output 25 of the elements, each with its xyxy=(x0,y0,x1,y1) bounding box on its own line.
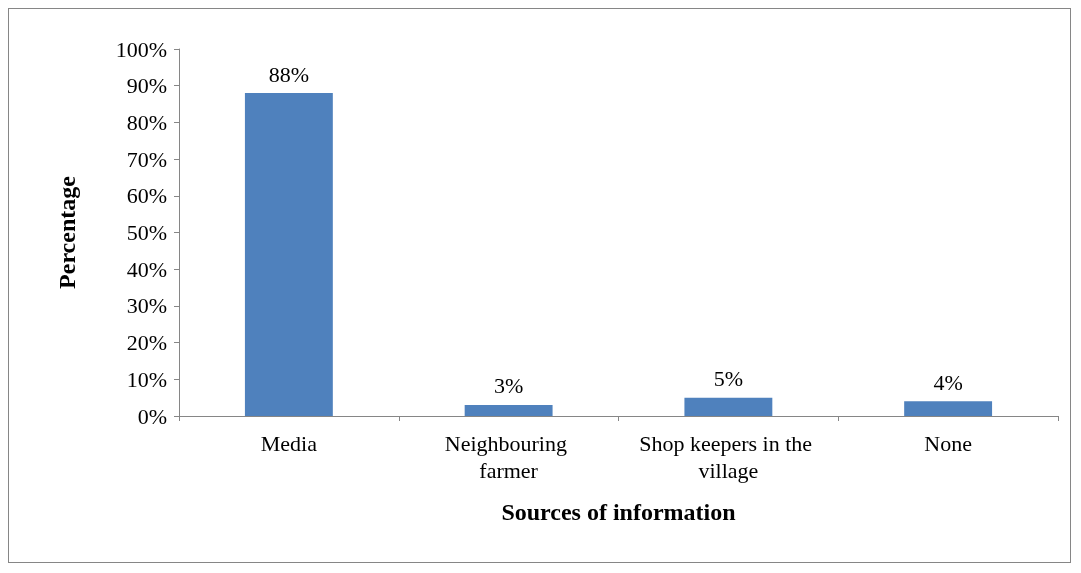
y-tick-label: 0% xyxy=(137,403,167,429)
y-tick-label: 20% xyxy=(126,330,167,356)
y-tick-label: 100% xyxy=(115,36,167,62)
y-axis-title: Percentage xyxy=(54,175,80,289)
y-tick-label: 50% xyxy=(126,220,167,245)
y-tick-label: 70% xyxy=(126,146,167,172)
data-label: 3% xyxy=(493,373,524,399)
bar xyxy=(684,397,773,416)
y-tick-label: 40% xyxy=(126,256,167,282)
bar xyxy=(904,401,993,416)
data-label: 4% xyxy=(933,369,963,395)
data-label: 5% xyxy=(713,366,744,392)
y-tick-label: 10% xyxy=(126,366,167,392)
x-axis-title: Sources of information xyxy=(501,499,736,525)
x-tick-label: None xyxy=(924,431,972,456)
x-tick-label: Neighbouring farmer xyxy=(444,431,573,483)
x-tick-label: Media xyxy=(260,431,318,456)
y-tick-label: 90% xyxy=(126,73,167,99)
y-tick-label: 60% xyxy=(126,183,167,209)
bar xyxy=(244,93,333,416)
y-tick-label: 80% xyxy=(126,109,167,135)
data-label: 88% xyxy=(268,61,310,87)
y-tick-label: 30% xyxy=(126,293,167,319)
bar xyxy=(464,404,553,416)
x-tick-label: Shop keepers in the village xyxy=(639,431,818,483)
